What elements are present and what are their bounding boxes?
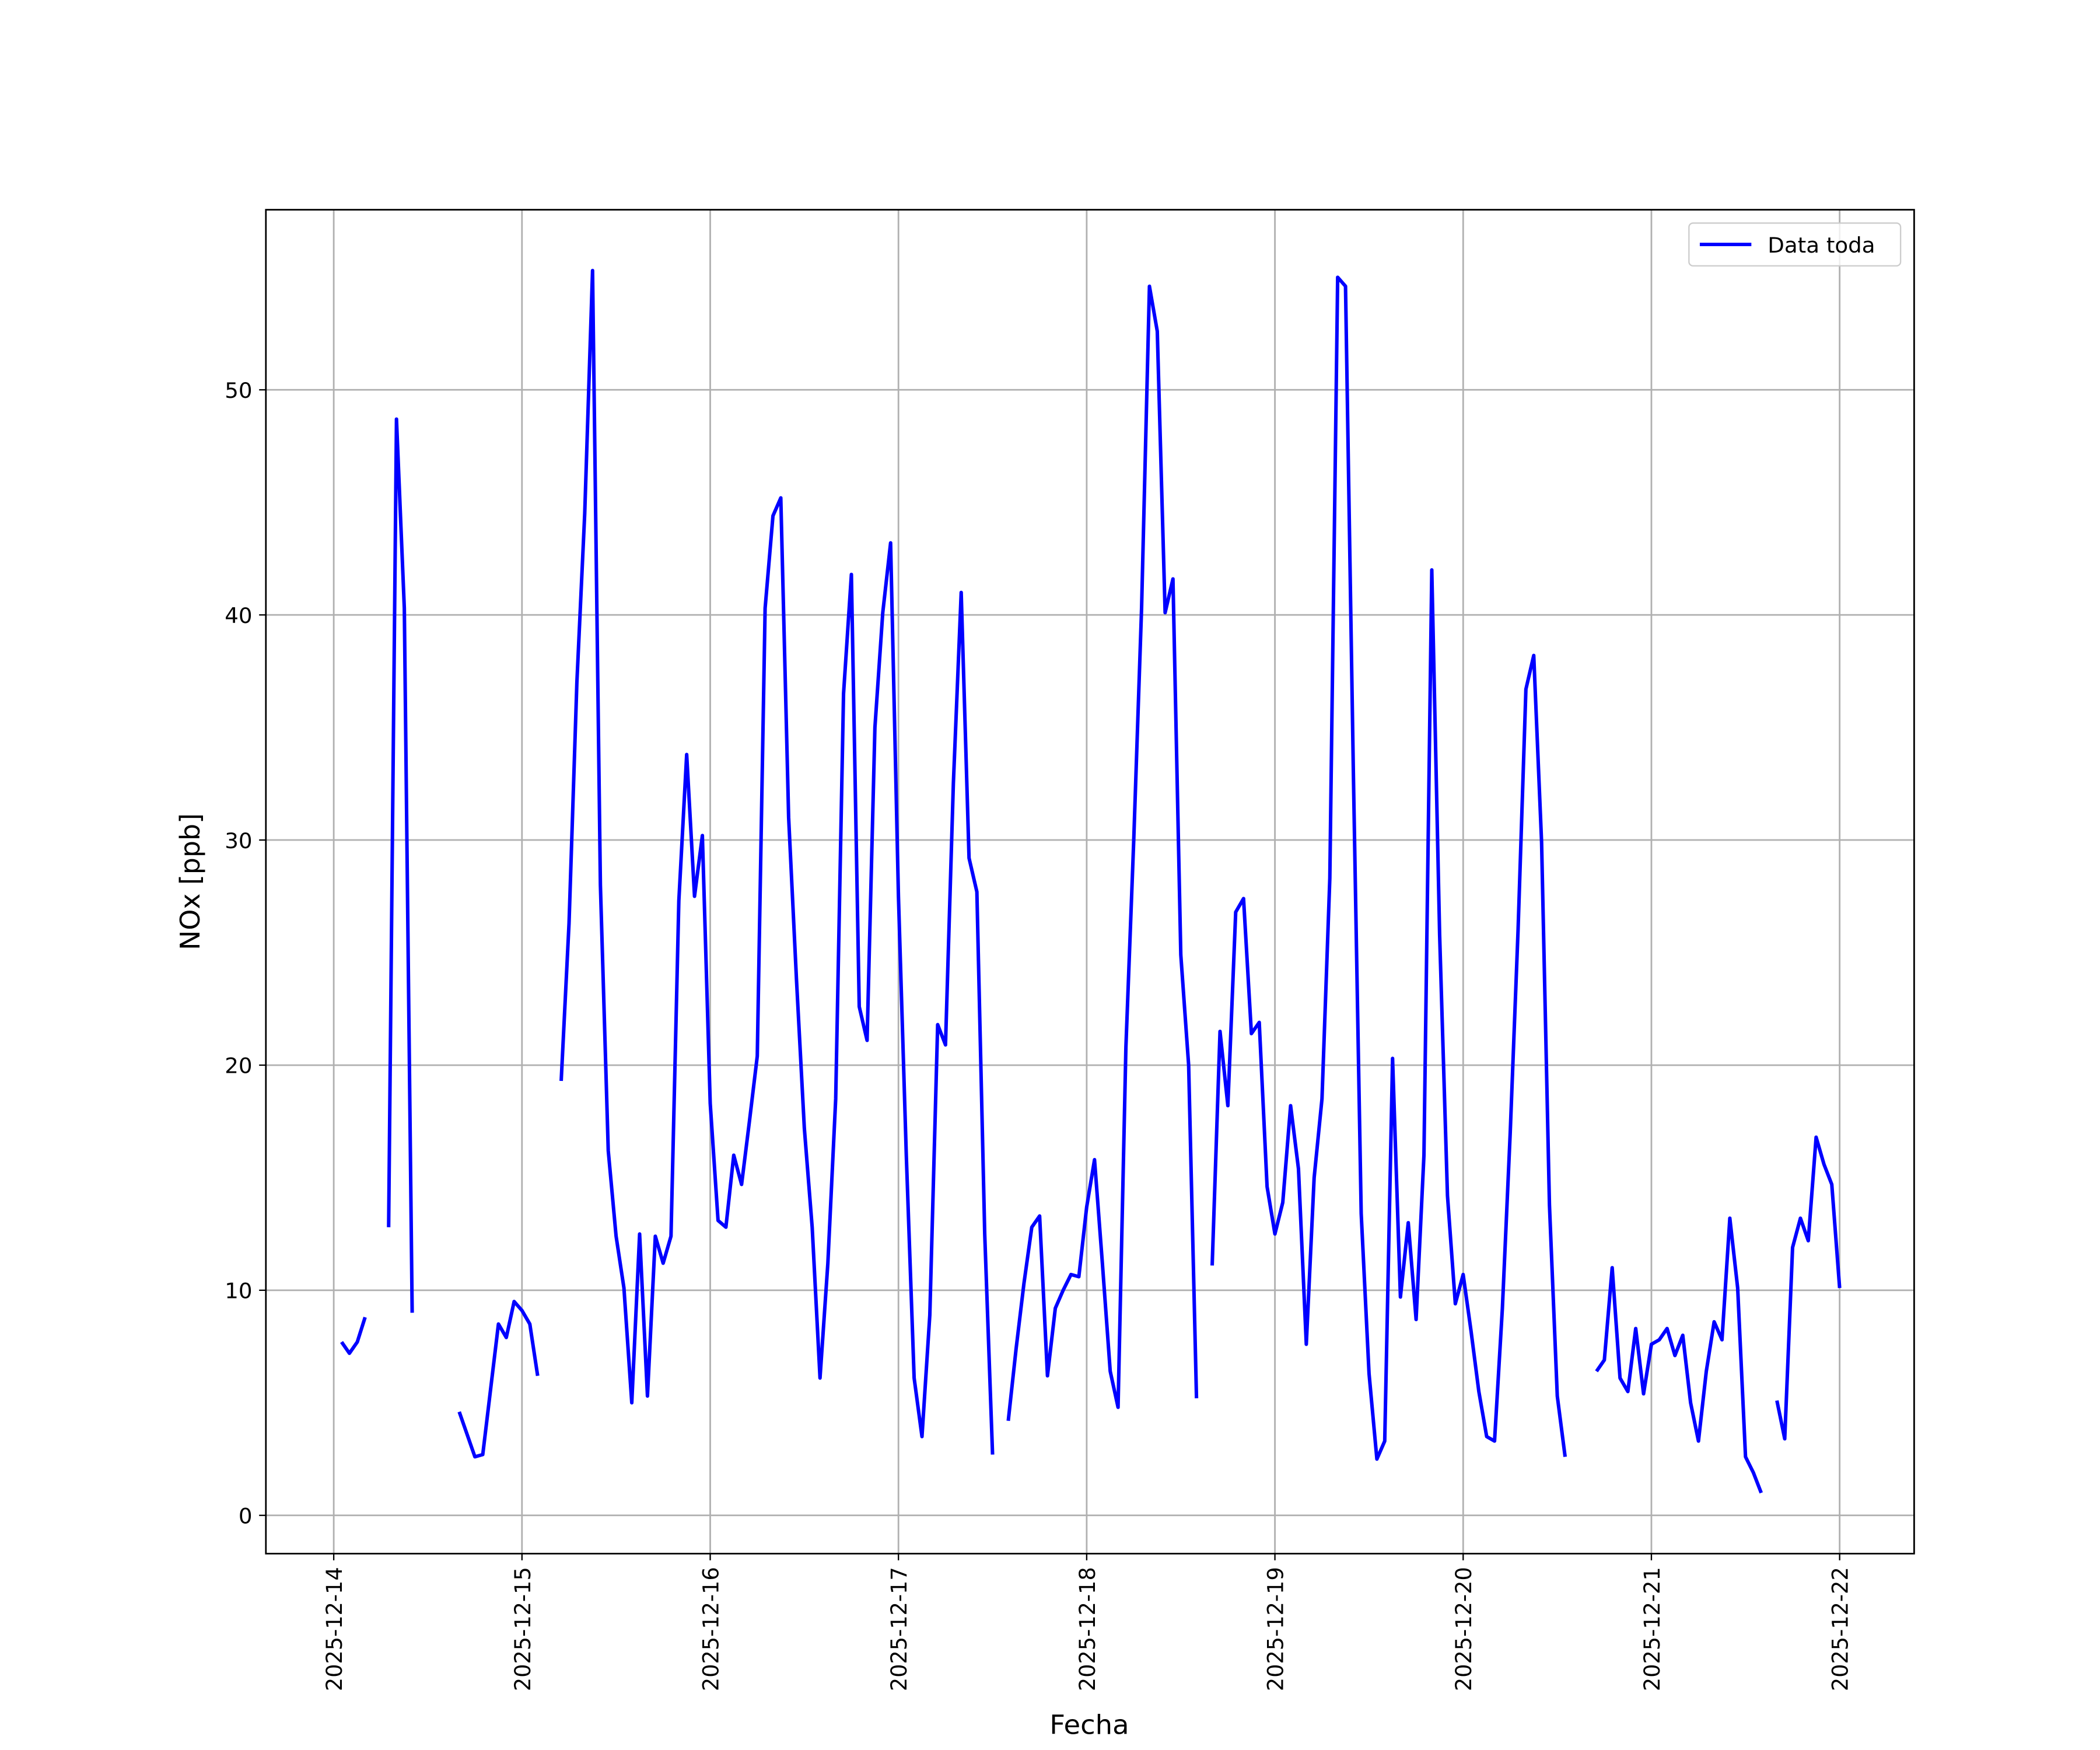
legend-label: Data toda (1768, 233, 1875, 258)
x-tick-label: 2025-12-20 (1451, 1567, 1476, 1691)
plot-frame (265, 209, 1915, 1555)
y-tick-label: 20 (225, 1054, 252, 1079)
plot-layer (340, 268, 1842, 1494)
x-tick-label: 2025-12-22 (1828, 1567, 1853, 1691)
data-line (340, 1317, 367, 1355)
y-tick-label: 40 (225, 603, 252, 628)
x-tick-label: 2025-12-17 (887, 1567, 912, 1691)
x-tick-label: 2025-12-16 (698, 1567, 723, 1691)
x-axis-label: Fecha (1049, 1709, 1129, 1741)
y-tick-label: 10 (225, 1279, 252, 1304)
y-tick-label: 0 (239, 1504, 253, 1529)
x-tick-label: 2025-12-21 (1640, 1567, 1665, 1691)
x-tick-label: 2025-12-15 (510, 1567, 536, 1691)
data-line (457, 1300, 540, 1459)
x-tick-label: 2025-12-18 (1075, 1567, 1100, 1691)
data-line (1595, 1216, 1763, 1494)
legend-box (1688, 222, 1902, 267)
data-line (387, 417, 414, 1313)
data-line (1210, 275, 1567, 1461)
y-tick-label: 30 (225, 828, 252, 853)
x-tick-label: 2025-12-19 (1263, 1567, 1288, 1691)
data-line (559, 268, 995, 1455)
x-tick-label: 2025-12-14 (322, 1567, 347, 1691)
data-line (1775, 1135, 1842, 1441)
y-axis-label: NOx [ppb] (174, 813, 206, 950)
data-line (1006, 284, 1199, 1421)
y-tick-label: 50 (225, 378, 252, 403)
legend: Data toda (1688, 222, 1902, 267)
